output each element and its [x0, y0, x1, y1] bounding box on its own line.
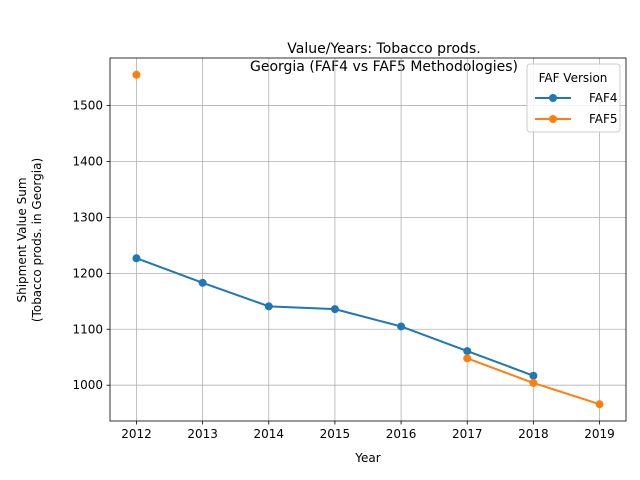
y-tick-label: 1500 — [72, 99, 103, 113]
data-point-faf4 — [264, 302, 273, 311]
legend-label-faf5: FAF5 — [589, 112, 618, 126]
y-tick-label: 1200 — [72, 266, 103, 280]
data-point-faf4 — [132, 254, 141, 263]
data-point-faf4 — [397, 322, 406, 331]
x-tick-label: 2019 — [584, 427, 615, 441]
data-point-faf5 — [463, 354, 472, 363]
chart-title-line-2: Georgia (FAF4 vs FAF5 Methodologies) — [250, 59, 518, 75]
legend-title: FAF Version — [539, 71, 608, 85]
data-point-faf5 — [132, 70, 141, 79]
series-layer — [132, 70, 604, 409]
legend-box — [526, 63, 621, 133]
y-tick-label: 1300 — [72, 210, 103, 224]
x-axis-label: Year — [354, 451, 380, 465]
data-point-faf5 — [529, 378, 538, 387]
data-point-faf4 — [463, 347, 472, 356]
x-tick-label: 2017 — [452, 427, 483, 441]
legend-marker-faf4 — [549, 94, 557, 102]
x-tick-label: 2014 — [253, 427, 284, 441]
legend-label-faf4: FAF4 — [589, 91, 618, 105]
legend-marker-faf5 — [549, 115, 557, 123]
axis-ticks: 2012 2013 2014 2015 2016 2017 2018 2019 1000 1100… — [72, 99, 614, 441]
y-axis-label-line-2: (Tobacco prods. in Georgia) — [30, 158, 44, 322]
data-point-faf4 — [529, 371, 538, 380]
data-point-faf4 — [198, 278, 207, 287]
chart-title-line-1: Value/Years: Tobacco prods. — [287, 41, 480, 57]
x-tick-label: 2012 — [121, 427, 152, 441]
x-tick-label: 2013 — [187, 427, 218, 441]
y-tick-label: 1100 — [72, 322, 103, 336]
x-tick-label: 2015 — [320, 427, 351, 441]
data-point-faf5 — [595, 400, 604, 409]
x-tick-label: 2018 — [518, 427, 549, 441]
y-tick-label: 1000 — [72, 378, 103, 392]
plot-frame — [109, 57, 627, 422]
legend: FAF Version FAF4 FAF5 — [526, 63, 621, 133]
y-axis-label-line-1: Shipment Value Sum — [15, 177, 29, 302]
x-tick-label: 2016 — [386, 427, 417, 441]
data-point-faf4 — [330, 305, 339, 314]
y-tick-label: 1400 — [72, 154, 103, 168]
